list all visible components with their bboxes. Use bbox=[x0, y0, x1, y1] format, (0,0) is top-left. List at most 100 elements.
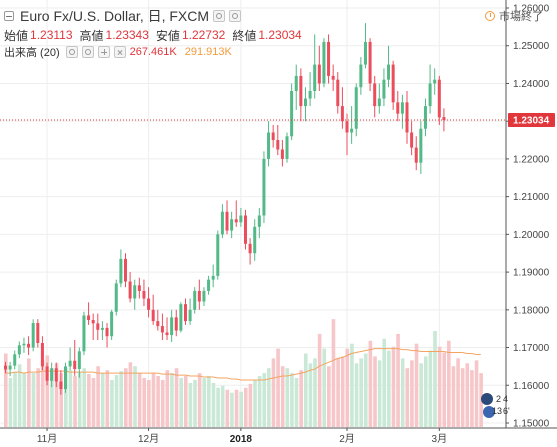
volume-bar bbox=[174, 368, 179, 427]
current-price-tag-bg bbox=[508, 113, 555, 128]
volume-bars bbox=[4, 319, 483, 427]
volume-settings-button[interactable] bbox=[81, 46, 94, 58]
candle-body bbox=[327, 41, 331, 76]
volume-bar bbox=[257, 376, 262, 427]
volume-bar bbox=[147, 379, 151, 427]
volume-visibility-button[interactable] bbox=[65, 46, 78, 58]
volume-bar bbox=[239, 391, 243, 427]
volume-bar bbox=[87, 374, 91, 427]
volume-bar bbox=[280, 366, 285, 427]
volume-add-button[interactable] bbox=[97, 46, 110, 58]
low-label: 安値 bbox=[155, 28, 180, 43]
time-tick-label: 3月 bbox=[432, 433, 448, 445]
candle-body bbox=[63, 366, 67, 390]
volume-bar bbox=[114, 375, 119, 427]
candle-body bbox=[105, 327, 109, 337]
volume-title[interactable]: 出来高 (20) bbox=[4, 47, 60, 59]
market-status[interactable]: 市場終了 bbox=[485, 8, 543, 24]
gear-icon bbox=[84, 49, 91, 55]
volume-bar bbox=[105, 370, 110, 427]
time-tick-label: 2月 bbox=[339, 433, 355, 445]
volume-bar bbox=[391, 346, 396, 427]
time-tick-label: 2018 bbox=[230, 434, 253, 445]
candle-body bbox=[77, 351, 81, 370]
candle-body bbox=[340, 106, 344, 122]
volume-bar bbox=[45, 355, 50, 427]
volume-bar bbox=[317, 333, 322, 427]
candle-body bbox=[345, 121, 349, 133]
price-tick-label: 1.17000 bbox=[513, 343, 550, 354]
candle-body bbox=[179, 304, 183, 331]
volume-bar bbox=[128, 362, 133, 427]
collapse-legend-button[interactable] bbox=[4, 11, 14, 21]
volume-bar bbox=[460, 368, 465, 427]
candle-body bbox=[363, 41, 367, 65]
candle-body bbox=[142, 290, 146, 299]
volume-bar bbox=[465, 363, 470, 427]
volume-bar bbox=[13, 372, 17, 427]
price-tick-label: 1.20000 bbox=[513, 230, 550, 241]
volume-bar bbox=[22, 373, 27, 427]
badge-count-1: 2 bbox=[496, 394, 501, 404]
volume-bar bbox=[285, 368, 290, 427]
volume-bar bbox=[119, 371, 123, 427]
volume-bar bbox=[405, 368, 410, 427]
volume-bar bbox=[400, 358, 405, 427]
price-tick-label: 1.21000 bbox=[513, 192, 550, 203]
candle-body bbox=[400, 102, 404, 114]
volume-bar bbox=[27, 358, 31, 427]
candle-body bbox=[100, 327, 104, 330]
candle-body bbox=[387, 64, 391, 80]
settings-button[interactable] bbox=[229, 10, 242, 22]
candle-body bbox=[170, 317, 174, 336]
candle-body bbox=[160, 326, 164, 333]
open-value: 1.23113 bbox=[30, 28, 73, 42]
volume-bar bbox=[313, 358, 317, 427]
price-tick-label: 1.16000 bbox=[513, 381, 550, 392]
volume-bar bbox=[350, 343, 354, 427]
volume-bar bbox=[243, 387, 248, 427]
flag-badge[interactable]: 2 4 13 6 ' bbox=[481, 393, 510, 418]
volume-bar bbox=[451, 366, 456, 427]
volume-remove-button[interactable] bbox=[113, 46, 126, 58]
volume-bar bbox=[207, 376, 211, 427]
volume-bar bbox=[77, 372, 82, 427]
candle-body bbox=[336, 79, 340, 107]
volume-bar bbox=[165, 370, 170, 427]
candlesticks bbox=[4, 23, 446, 395]
volume-bar bbox=[82, 368, 87, 427]
volume-bar bbox=[437, 346, 442, 427]
volume-bar bbox=[294, 378, 299, 427]
visibility-button[interactable] bbox=[213, 10, 226, 22]
candle-body bbox=[4, 365, 7, 370]
volume-bar bbox=[322, 348, 327, 427]
volume-bar bbox=[40, 360, 45, 427]
volume-bar bbox=[368, 340, 373, 427]
volume-bar bbox=[419, 363, 423, 427]
candle-body bbox=[253, 226, 257, 254]
time-axis[interactable]: 11月 12月 2018 2月 3月 bbox=[37, 428, 447, 445]
badge-count-5: ' bbox=[508, 406, 510, 416]
time-tick-label: 11月 bbox=[37, 433, 57, 445]
volume-bar bbox=[442, 352, 447, 427]
candle-body bbox=[31, 323, 35, 348]
candle-body bbox=[137, 285, 141, 291]
volume-bar bbox=[359, 358, 363, 427]
candle-body bbox=[73, 360, 77, 370]
volume-bar bbox=[290, 373, 294, 427]
candle-body bbox=[359, 64, 363, 88]
price-tick-label: 1.25000 bbox=[513, 41, 550, 52]
candle-body bbox=[68, 360, 72, 367]
volume-bar bbox=[382, 338, 387, 427]
volume-bar bbox=[414, 343, 419, 427]
volume-bar bbox=[4, 353, 8, 427]
symbol-title[interactable]: Euro Fx/U.S. Dollar, 日, FXCM bbox=[20, 8, 210, 24]
candle-body bbox=[317, 64, 321, 84]
candle-body bbox=[437, 79, 441, 118]
volume-bar bbox=[327, 366, 331, 427]
candle-body bbox=[174, 317, 178, 331]
candle-body bbox=[147, 298, 151, 310]
eye-icon bbox=[68, 49, 75, 55]
candle-body bbox=[303, 98, 307, 107]
